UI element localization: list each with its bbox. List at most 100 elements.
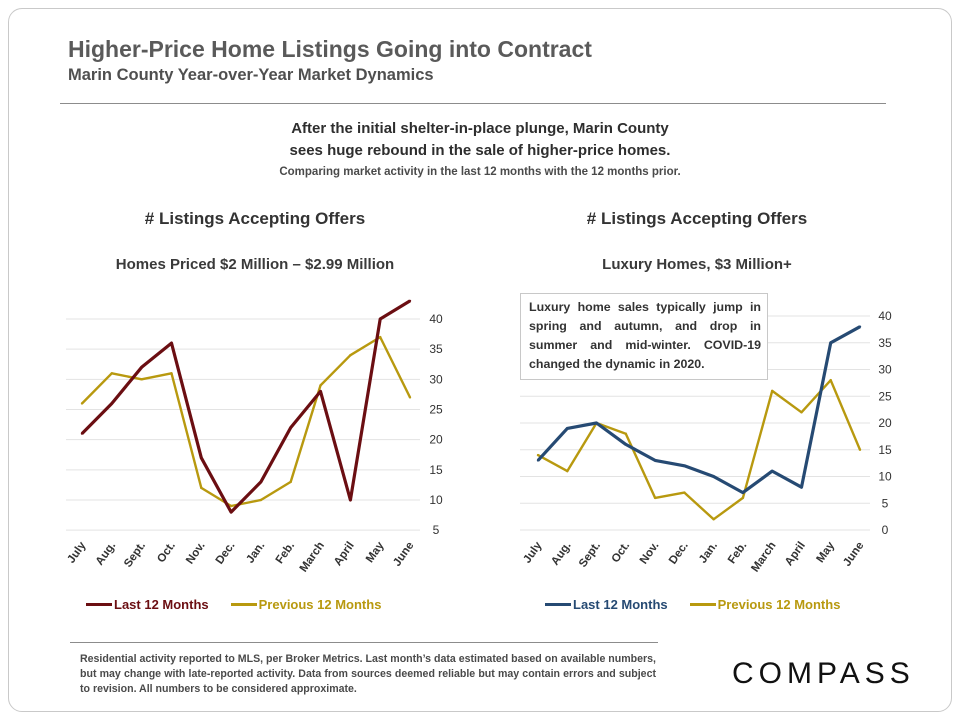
data-point (170, 341, 173, 345)
x-tick-label: April (783, 540, 808, 568)
legend-label: Last 12 Months (573, 597, 668, 612)
legend-swatch (689, 603, 716, 606)
x-tick-label: Jan. (244, 540, 267, 566)
x-tick-label: Feb. (726, 540, 749, 566)
data-point (566, 427, 569, 430)
data-point (110, 402, 114, 405)
data-point (712, 518, 715, 521)
headline-line-2: sees huge rebound in the sale of higher-… (289, 142, 671, 159)
series-line-last-12-months (80, 299, 411, 514)
data-point (349, 498, 352, 502)
data-point (741, 491, 745, 494)
y-tick-label: 30 (429, 372, 443, 386)
y-tick-label: 0 (882, 523, 889, 537)
data-point (653, 459, 657, 462)
legend-item-previous-12: Previous 12 Months (689, 597, 841, 612)
x-tick-label: Oct. (610, 540, 633, 565)
data-point (770, 389, 774, 393)
data-point (595, 421, 598, 425)
data-point (289, 426, 292, 429)
legend-swatch (86, 603, 112, 606)
y-tick-label: 30 (878, 363, 892, 377)
data-point (259, 480, 263, 484)
x-tick-label: Dec. (667, 540, 691, 567)
y-tick-label: 5 (882, 496, 889, 510)
data-point (80, 402, 84, 405)
data-point (200, 456, 203, 459)
y-tick-label: 10 (878, 470, 892, 484)
x-tick-label: July (65, 539, 88, 565)
data-point (408, 396, 412, 399)
legend-label: Previous 12 Months (258, 597, 382, 612)
chart-1-subtitle: Homes Priced $2 Million – $2.99 Million (115, 256, 395, 273)
data-point (259, 498, 263, 502)
data-point (858, 325, 862, 328)
data-point (858, 448, 862, 451)
y-tick-label: 25 (878, 389, 892, 403)
data-point (110, 372, 114, 375)
x-tick-label: March (298, 540, 327, 575)
chart-1-legend: Last 12 Months Previous 12 Months (86, 597, 403, 612)
data-point (229, 504, 233, 508)
divider (60, 103, 886, 104)
y-tick-label: 40 (429, 312, 443, 326)
legend-item-previous-12: Previous 12 Months (230, 597, 382, 612)
page-subtitle: Marin County Year-over-Year Market Dynam… (68, 66, 434, 84)
legend-item-last-12: Last 12 Months (86, 597, 209, 612)
slide (8, 8, 952, 712)
chart-1-title: # Listings Accepting Offers (144, 209, 366, 228)
y-tick-label: 20 (878, 416, 892, 430)
x-tick-label: Nov. (638, 540, 662, 567)
legend-label: Last 12 Months (114, 597, 209, 612)
data-point (378, 335, 382, 339)
y-tick-label: 35 (878, 336, 892, 350)
x-tick-label: June (391, 540, 416, 569)
data-point (624, 443, 628, 446)
data-point (566, 469, 569, 473)
chart-2-annotation: Luxury home sales typically jump in spri… (520, 293, 768, 380)
legend-label: Previous 12 Months (717, 597, 841, 612)
data-point (770, 469, 774, 473)
data-point (829, 379, 832, 382)
x-tick-label: May (364, 539, 387, 565)
data-point (349, 354, 352, 357)
data-point (80, 432, 84, 435)
series-line-previous-12-months (537, 379, 862, 521)
x-tick-label: Jan. (697, 540, 720, 566)
x-tick-label: June (841, 540, 866, 569)
x-tick-label: May (815, 539, 838, 565)
x-tick-label: Dec. (214, 540, 238, 567)
y-tick-label: 25 (429, 403, 443, 417)
x-tick-label: Sept. (122, 540, 148, 570)
footer-divider (70, 642, 658, 643)
data-point (653, 496, 657, 500)
y-tick-label: 15 (878, 443, 892, 457)
data-point (536, 453, 540, 457)
x-tick-label: March (749, 540, 778, 575)
data-point (378, 317, 382, 321)
legend-item-last-12: Last 12 Months (545, 597, 668, 612)
data-point (319, 384, 322, 387)
x-tick-label: Nov. (184, 540, 208, 567)
x-tick-label: Sept. (577, 540, 603, 570)
y-tick-label: 10 (429, 493, 443, 507)
footer-disclaimer: Residential activity reported to MLS, pe… (80, 653, 656, 695)
y-tick-label: 40 (878, 309, 892, 323)
data-point (200, 486, 203, 490)
y-tick-label: 35 (429, 342, 443, 356)
data-point (829, 341, 832, 344)
page-title: Higher-Price Home Listings Going into Co… (68, 36, 592, 62)
data-point (800, 411, 803, 414)
legend-swatch (230, 603, 257, 606)
data-point (170, 372, 173, 375)
x-tick-label: Feb. (274, 540, 297, 566)
data-point (408, 299, 412, 303)
data-point (683, 464, 686, 467)
chart-2-title: # Listings Accepting Offers (586, 209, 808, 228)
data-point (741, 496, 745, 500)
x-tick-label: July (521, 539, 544, 565)
series-line-previous-12-months (81, 335, 412, 508)
headline-note: Comparing market activity in the last 12… (279, 166, 681, 178)
data-point (712, 475, 715, 478)
